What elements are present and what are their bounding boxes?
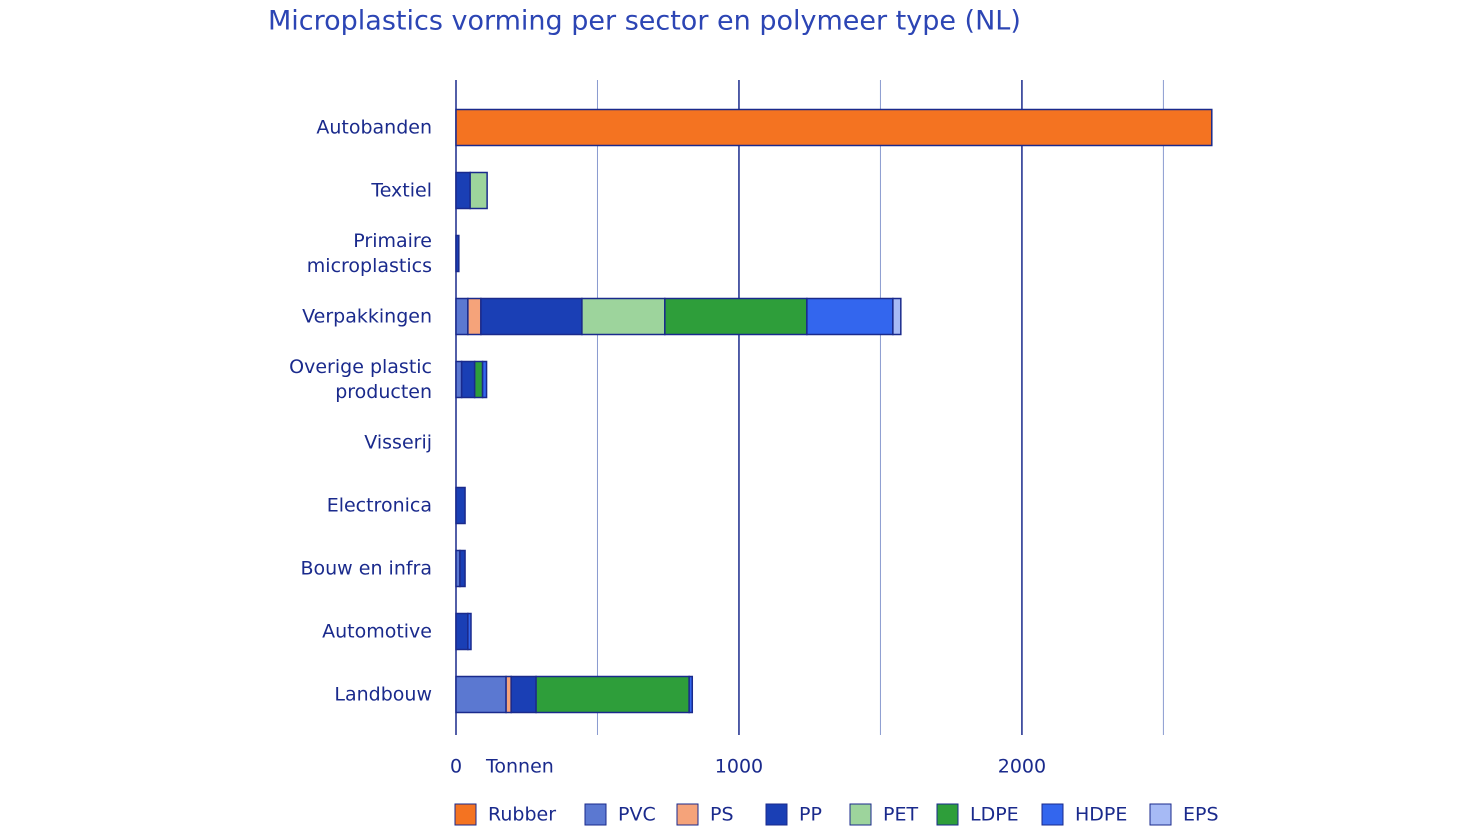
legend-label: PVC <box>618 804 656 826</box>
bar-segment <box>460 360 476 399</box>
bar-segment <box>455 612 469 651</box>
x-tick-label: 2000 <box>998 756 1046 778</box>
x-tick-label: 0 <box>450 756 462 778</box>
legend-label: HDPE <box>1075 804 1127 826</box>
bar-segment <box>480 297 583 336</box>
bar-segment <box>455 297 469 336</box>
bar-segment <box>455 171 471 210</box>
category-label: Visserij <box>364 431 432 453</box>
bar-segment <box>469 171 488 210</box>
legend-swatch <box>676 803 699 826</box>
x-tick-label: 1000 <box>715 756 763 778</box>
bar-segment <box>455 234 460 273</box>
bar-segment <box>664 297 808 336</box>
category-label: Electronica <box>326 494 432 516</box>
bar-segment <box>467 612 472 651</box>
category-label: Automotive <box>322 620 432 642</box>
category-label: Autobanden <box>316 116 432 138</box>
bar-segment <box>481 360 488 399</box>
bar-segment <box>581 297 666 336</box>
bar-segment <box>459 549 466 588</box>
legend-swatch <box>936 803 959 826</box>
category-label: Bouw en infra <box>300 557 432 579</box>
legend-label: EPS <box>1183 804 1219 826</box>
bar-segment <box>892 297 902 336</box>
bar-segment <box>455 360 463 399</box>
category-label: Overige plastic producten <box>289 355 432 403</box>
legend-swatch <box>1041 803 1064 826</box>
category-label: Verpakkingen <box>302 305 432 327</box>
bar-segment <box>806 297 894 336</box>
legend-label: PS <box>710 804 734 826</box>
legend-swatch <box>454 803 477 826</box>
bar-segment <box>473 360 484 399</box>
legend-label: LDPE <box>970 804 1019 826</box>
bar-segment <box>688 675 694 714</box>
legend-label: PP <box>799 804 822 826</box>
legend-swatch <box>1149 803 1172 826</box>
bar-segment <box>455 486 466 525</box>
x-axis-label: Tonnen <box>485 756 554 778</box>
bar-segment <box>455 675 507 714</box>
bar-segment <box>535 675 690 714</box>
bar-segment <box>455 108 1213 147</box>
legend-swatch <box>584 803 607 826</box>
bar-segment <box>510 675 537 714</box>
bar-segment <box>505 675 512 714</box>
chart-title: Microplastics vorming per sector en poly… <box>268 6 1021 37</box>
category-label: Landbouw <box>334 683 432 705</box>
legend-label: Rubber <box>488 804 556 826</box>
category-label: Textiel <box>371 179 432 201</box>
category-label: Primaire microplastics <box>306 229 432 277</box>
legend-label: PET <box>883 804 918 826</box>
bar-segment <box>467 297 482 336</box>
legend-swatch <box>765 803 788 826</box>
legend-swatch <box>849 803 872 826</box>
